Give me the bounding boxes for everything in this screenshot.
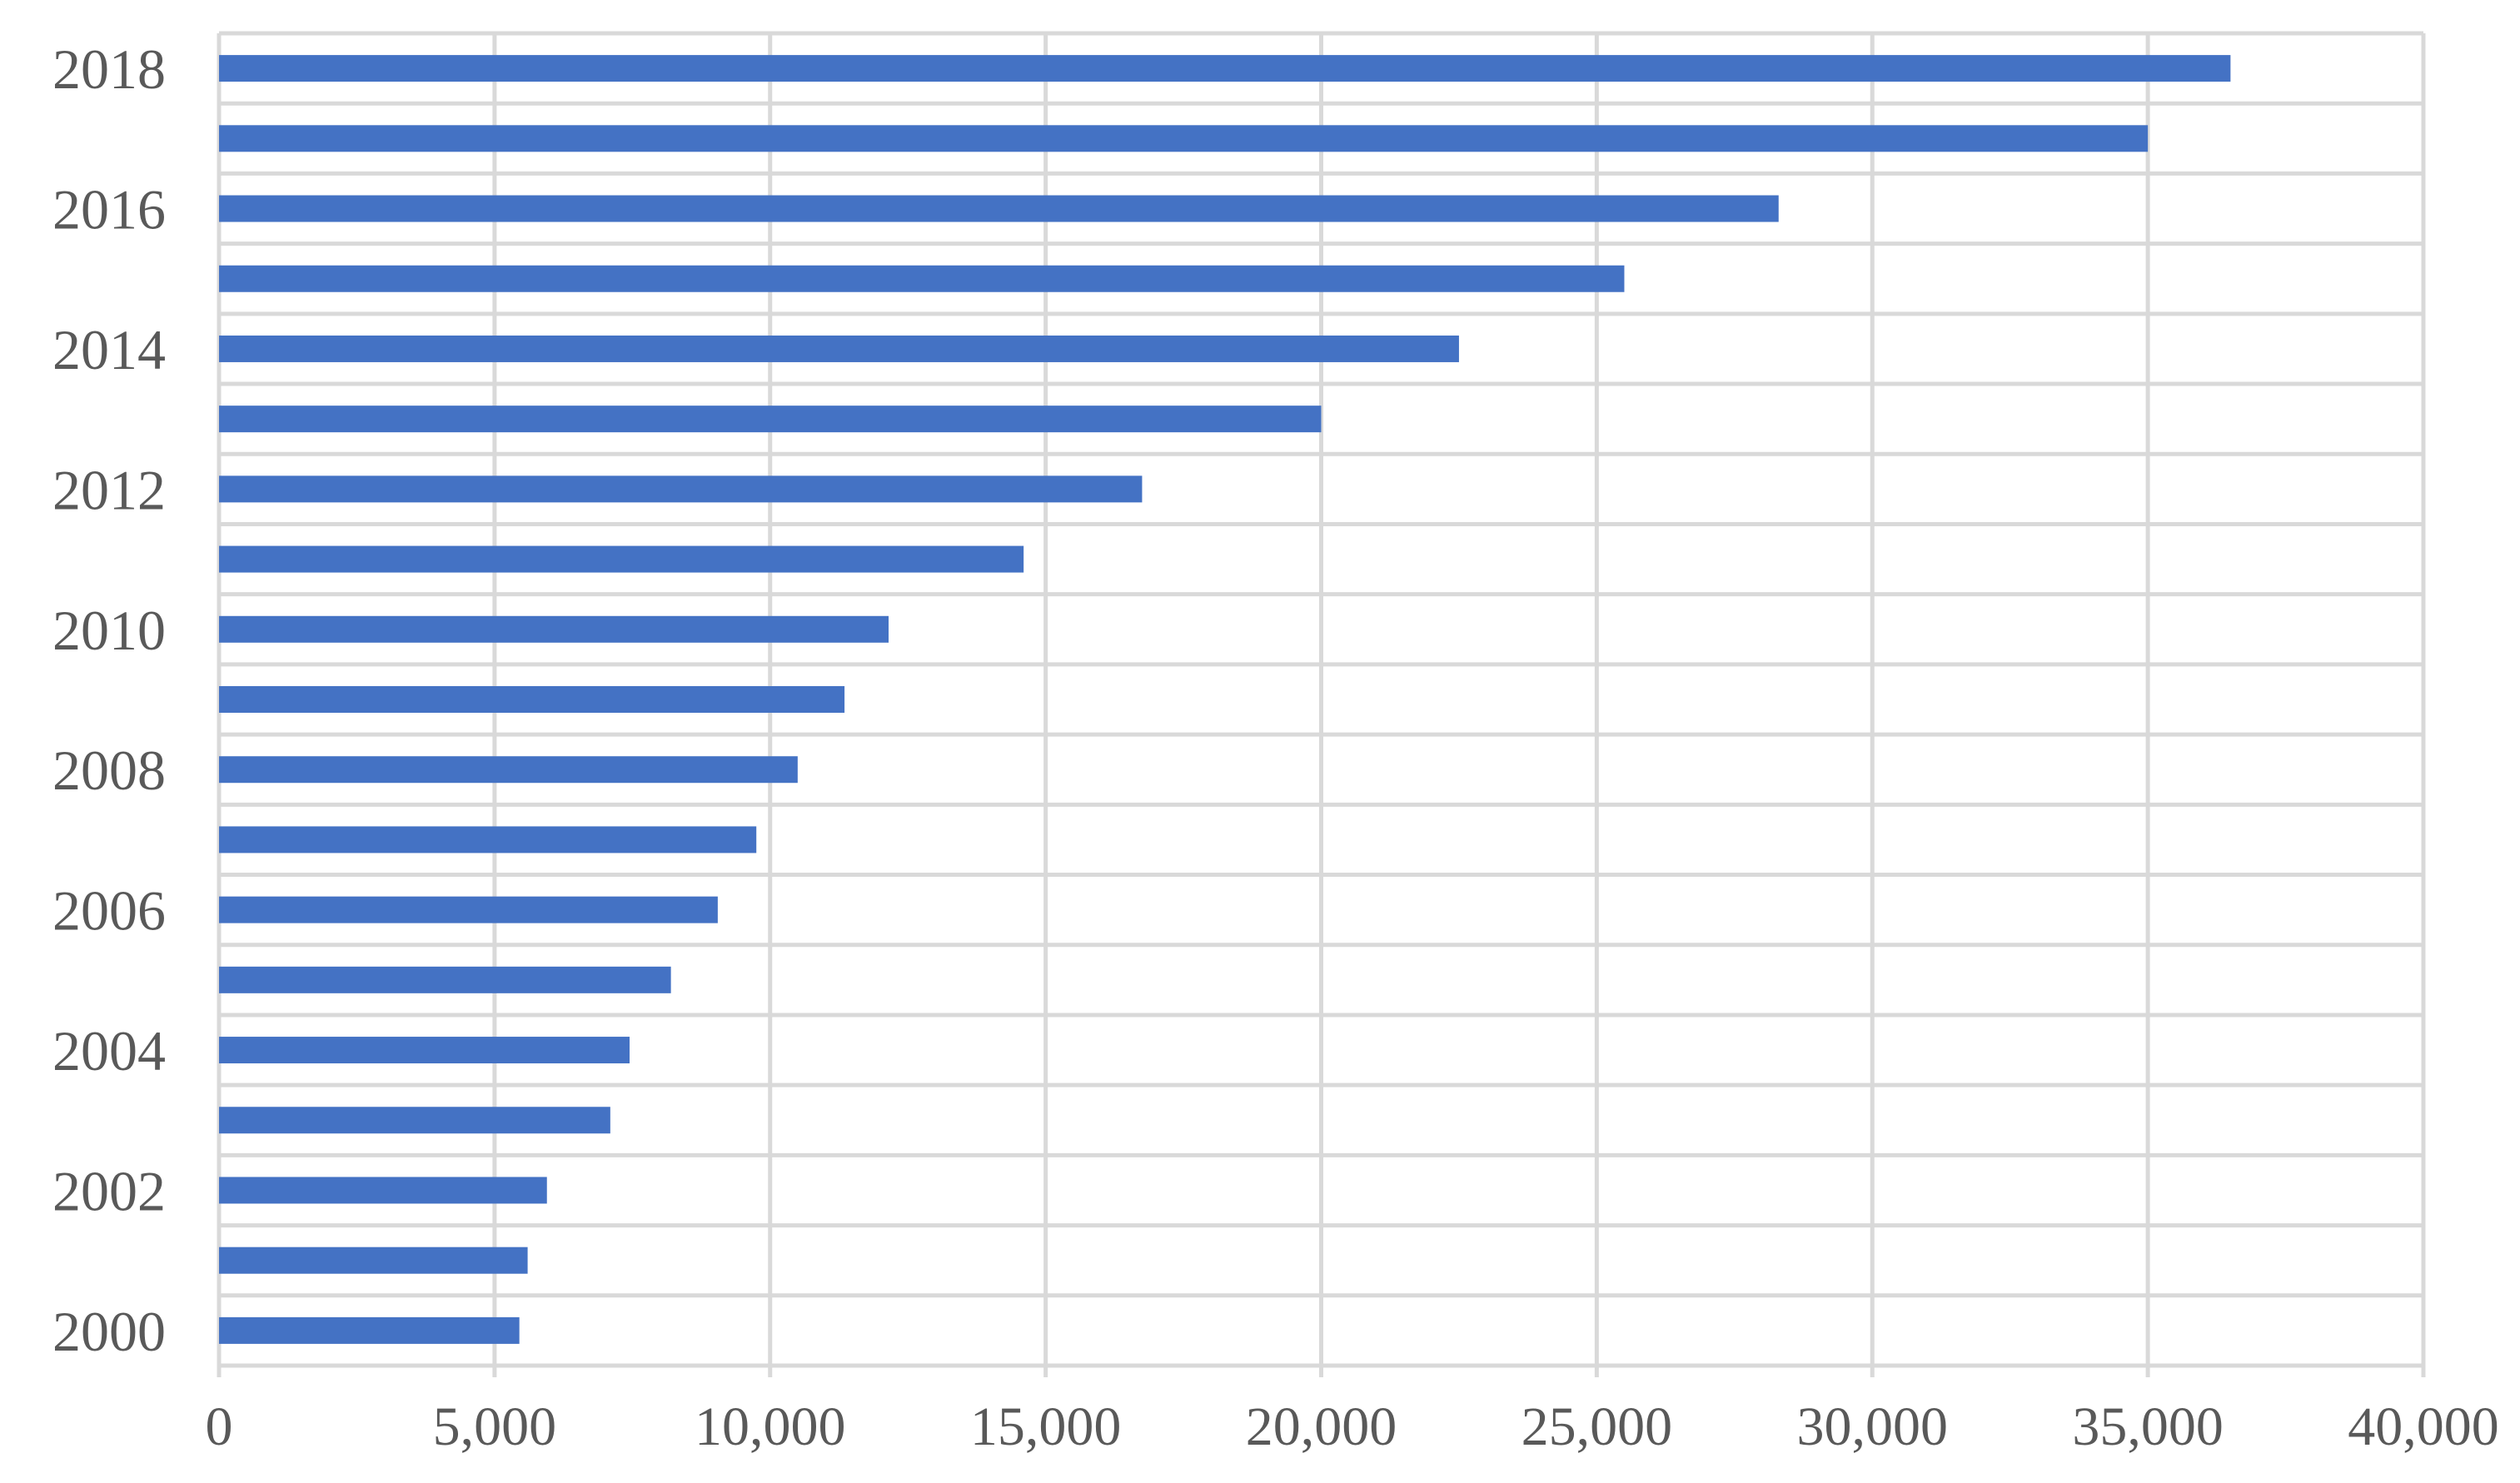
bar-2001: [219, 1247, 528, 1274]
bar-2004: [219, 1037, 630, 1064]
bar-2014: [219, 335, 1459, 362]
bar-2015: [219, 265, 1625, 292]
bar-2009: [219, 686, 845, 713]
y-tick-label-2002: 2002: [52, 1159, 166, 1222]
y-tick-label-layer: 2000 2002 2004 2006 2008 2010 2012 2014 2016 2018: [52, 37, 166, 1363]
bar-2007: [219, 826, 757, 853]
x-tick-label: 35,000: [2072, 1396, 2224, 1457]
y-tick-label-2008: 2008: [52, 739, 166, 802]
x-tick-label: 15,000: [970, 1396, 1122, 1457]
y-tick-label-2006: 2006: [52, 879, 166, 943]
x-tick-label-layer: 0 5,000 10,000 15,000 20,000 25,000 30,000 35,0…: [206, 1396, 2499, 1457]
bar-2011: [219, 545, 1024, 573]
y-tick-label-2004: 2004: [52, 1019, 166, 1082]
x-tick-label: 30,000: [1797, 1396, 1949, 1457]
bar-2008: [219, 756, 798, 784]
x-tick-label: 10,000: [695, 1396, 846, 1457]
bar-2002: [219, 1177, 547, 1204]
bar-2000: [219, 1316, 520, 1344]
y-tick-label-2018: 2018: [52, 37, 166, 101]
x-tick-label: 20,000: [1246, 1396, 1397, 1457]
y-tick-label-2014: 2014: [52, 318, 166, 381]
y-tick-label-2000: 2000: [52, 1300, 166, 1363]
bar-2005: [219, 966, 671, 993]
y-tick-label-2012: 2012: [52, 458, 166, 521]
x-tick-label: 5,000: [433, 1396, 557, 1457]
bar-layer: [219, 55, 2231, 1344]
y-tick-label-2016: 2016: [52, 178, 166, 241]
x-tick-label: 25,000: [1521, 1396, 1673, 1457]
bar-2013: [219, 406, 1322, 433]
bar-2016: [219, 195, 1779, 222]
y-tick-label-2010: 2010: [52, 599, 166, 662]
bar-2012: [219, 475, 1143, 503]
bar-2010: [219, 615, 889, 643]
bar-2017: [219, 125, 2149, 152]
bar-2006: [219, 896, 718, 923]
x-tick-label: 40,000: [2348, 1396, 2499, 1457]
bar-2018: [219, 55, 2231, 82]
bar-2003: [219, 1107, 610, 1134]
x-tick-label: 0: [206, 1396, 233, 1457]
